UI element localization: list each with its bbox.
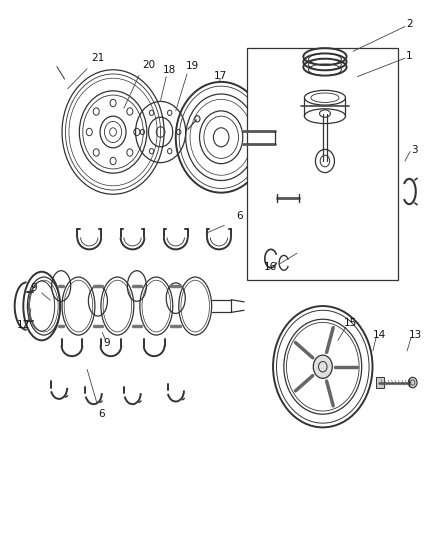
Text: 13: 13 (409, 330, 422, 340)
Text: 18: 18 (162, 65, 176, 75)
Text: 14: 14 (372, 330, 385, 340)
Text: 6: 6 (237, 212, 243, 221)
Text: 9: 9 (103, 338, 110, 348)
Text: 12: 12 (17, 319, 30, 329)
Text: 20: 20 (142, 60, 155, 70)
Bar (376, 377, 384, 388)
Text: 19: 19 (186, 61, 199, 71)
Text: 6: 6 (98, 409, 105, 419)
Text: 17: 17 (214, 70, 227, 80)
Text: 3: 3 (411, 146, 418, 156)
Text: 2: 2 (406, 19, 413, 29)
Circle shape (313, 355, 332, 378)
Text: 15: 15 (343, 318, 357, 328)
Text: 9: 9 (31, 282, 37, 293)
Circle shape (408, 377, 417, 388)
Text: 21: 21 (91, 53, 105, 63)
Text: 1: 1 (406, 51, 413, 61)
Text: 16: 16 (264, 262, 278, 271)
Bar (247, 47, 399, 280)
